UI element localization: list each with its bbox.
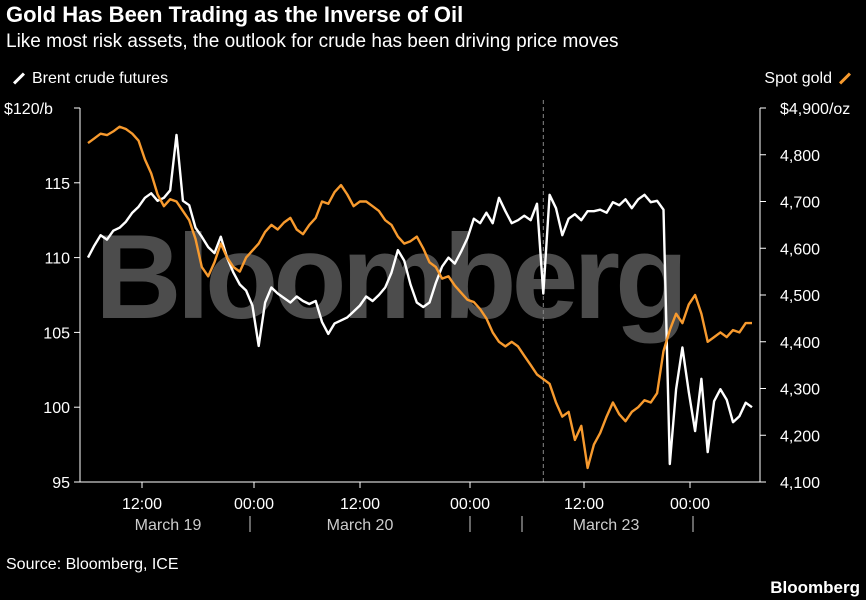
right-tick-label: $4,900/oz (780, 101, 850, 118)
right-tick-label: 4,600 (780, 241, 820, 258)
x-tick-label: 00:00 (670, 496, 710, 513)
right-tick-label: 4,500 (780, 288, 820, 305)
spot-gold-line (87, 125, 752, 470)
legend-gold-label: Spot gold (764, 70, 832, 87)
left-tick-label: 105 (43, 325, 70, 342)
x-tick-label: 12:00 (340, 496, 380, 513)
bloomberg-logo: Bloomberg (770, 578, 860, 597)
x-tick-label: 12:00 (564, 496, 604, 513)
x-group-label: March 19 (135, 517, 202, 534)
left-tick-label: $120/b (4, 101, 53, 118)
chart-title: Gold Has Been Trading as the Inverse of … (6, 2, 464, 27)
legend-gold: Spot gold (764, 70, 858, 88)
left-tick-label: 110 (44, 251, 70, 268)
legend-oil-label: Brent crude futures (32, 70, 169, 87)
left-tick-label: 95 (52, 475, 70, 492)
axes: $120/b 115 110 105 100 95 $4,900/oz 4,800 4,700 4… (4, 101, 850, 534)
x-tick-label: 00:00 (450, 496, 490, 513)
brent-crude-line (86, 133, 753, 466)
right-tick-label: 4,800 (780, 148, 820, 165)
x-group-label: March 23 (573, 517, 640, 534)
right-tick-label: 4,100 (780, 475, 820, 492)
right-tick-label: 4,700 (780, 195, 820, 212)
source-note: Source: Bloomberg, ICE (6, 556, 179, 573)
x-group-label: March 20 (327, 517, 394, 534)
left-tick-label: 115 (44, 176, 70, 193)
right-tick-label: 4,300 (780, 382, 820, 399)
series-lines (86, 125, 753, 470)
x-tick-label: 00:00 (234, 496, 274, 513)
x-tick-label: 12:00 (122, 496, 162, 513)
right-tick-label: 4,200 (780, 428, 820, 445)
left-tick-label: 100 (43, 400, 70, 417)
chart-subtitle: Like most risk assets, the outlook for c… (6, 31, 619, 52)
right-tick-label: 4,400 (780, 335, 820, 352)
legend-oil: Brent crude futures (6, 70, 168, 88)
